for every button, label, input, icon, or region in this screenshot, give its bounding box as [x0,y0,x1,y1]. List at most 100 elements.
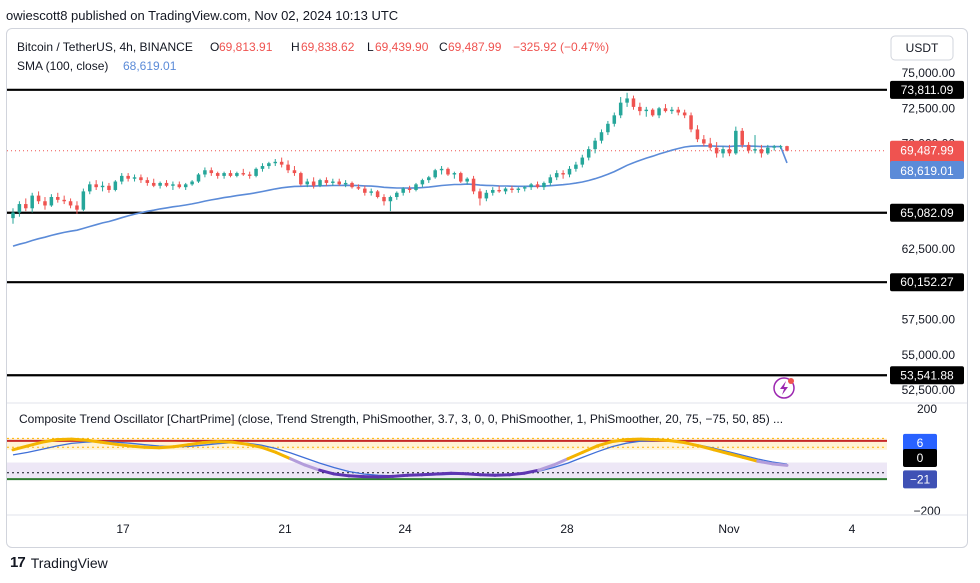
candle-body [766,147,770,154]
candle-body [36,195,41,202]
candle-body [279,161,284,165]
osc-tick-label: 200 [917,402,937,416]
osc-trend-segment [610,438,628,444]
candle-body [721,149,725,154]
currency-button[interactable]: USDT [890,35,954,61]
legend-l-label: L [367,40,374,54]
candle-body [561,173,565,175]
candle-body [94,184,98,188]
candle-body [593,140,597,150]
time-tick-label: Nov [718,522,739,536]
price-axis[interactable]: 75,000.0072,500.0070,000.0062,500.0057,5… [890,66,964,518]
chart-svg[interactable]: Bitcoin / TetherUS, 4h, BINANCE O 69,813… [7,29,967,547]
oscillator-title[interactable]: Composite Trend Oscillator [ChartPrime] … [19,412,783,426]
candle-body [772,146,776,148]
sma-line [12,144,788,247]
candle-body [113,181,118,190]
osc-trend-segment [551,457,570,467]
osc-trend-segment [537,463,555,472]
time-axis[interactable]: 17 21 24 28 Nov 4 [7,514,967,536]
candle-body [522,187,527,189]
candle-body [529,184,533,188]
candle-body [350,182,354,188]
candle-body [407,188,412,190]
candle-body [126,175,130,179]
candle-body [618,102,623,116]
price-tick-label: 62,500.00 [902,242,956,256]
candle-body [24,204,28,209]
legend-c-label: C [439,40,448,54]
candle-body [714,147,719,154]
level-label: 60,152.27 [900,275,954,289]
candle-body [43,201,47,206]
candle-body [420,180,425,185]
osc-trend-segment [712,448,731,456]
candle-body [190,181,194,185]
osc-trend-segment [478,473,497,477]
candle-body [753,149,757,151]
osc-trend-segment [26,440,44,448]
osc-lower-band [7,462,887,480]
candle-body [62,199,66,202]
osc-value-badge-label: 0 [917,451,924,465]
osc-trend-segment [84,438,103,444]
candle-body [612,115,617,124]
legend-h-label: H [291,40,300,54]
candle-body [746,144,751,151]
candle-body [542,182,546,188]
candle-body [778,146,783,148]
legend-close: 69,487.99 [448,40,502,54]
candle-body [299,173,303,185]
candle-body [689,115,693,130]
osc-trend-segment [654,438,672,443]
osc-trend-segment [274,450,292,461]
candle-body [11,212,15,219]
candle-body [516,188,521,190]
osc-value-badge-label: −21 [910,472,931,486]
level-label-box [890,203,964,222]
osc-trend-segment [55,437,73,442]
candle-body [638,106,642,112]
legend-sma-value: 68,619.01 [123,59,177,73]
oscillator-pane[interactable] [7,437,887,481]
candle-body [56,197,60,200]
candle-body [222,173,226,176]
candle-body [580,157,585,165]
osc-trend-segment [245,442,263,449]
candle-body [235,173,239,176]
tradingview-logo-icon: 17 [10,554,26,571]
candle-body [164,182,169,186]
osc-trend-segment [449,471,468,476]
osc-trend-segment [566,450,585,461]
osc-trend-segment [40,438,59,444]
candle-body [49,197,54,206]
osc-trend-segment [420,472,439,477]
candle-body [311,181,316,186]
candle-body [139,177,143,181]
candle-body [267,163,271,167]
osc-trend-segment [157,445,176,450]
candle-body [273,161,278,164]
price-pane[interactable] [7,88,967,404]
price-tick-label: 52,500.00 [902,383,956,397]
candle-body [727,149,732,154]
candle-body [75,205,79,210]
osc-trend-segment [595,440,614,448]
candle-body [695,129,700,140]
candle-body [490,189,495,193]
osc-value-badge-label: 6 [917,436,924,450]
candle-body [785,146,789,151]
candle-body [503,188,508,192]
legend-symbol[interactable]: Bitcoin / TetherUS, 4h, BINANCE [17,40,193,54]
candle-body [145,180,150,183]
lightning-icon[interactable] [773,377,795,399]
legend-sma-label[interactable]: SMA (100, close) [17,59,108,73]
osc-tick-label: −200 [913,504,940,518]
candle-body [215,173,220,176]
osc-trend-segment [639,437,658,442]
candle-body [510,188,514,190]
candle-body [586,149,591,158]
candle-body [363,188,367,193]
price-tick-label: 55,000.00 [902,348,956,362]
footer-brand[interactable]: 17 TradingView [10,554,108,571]
